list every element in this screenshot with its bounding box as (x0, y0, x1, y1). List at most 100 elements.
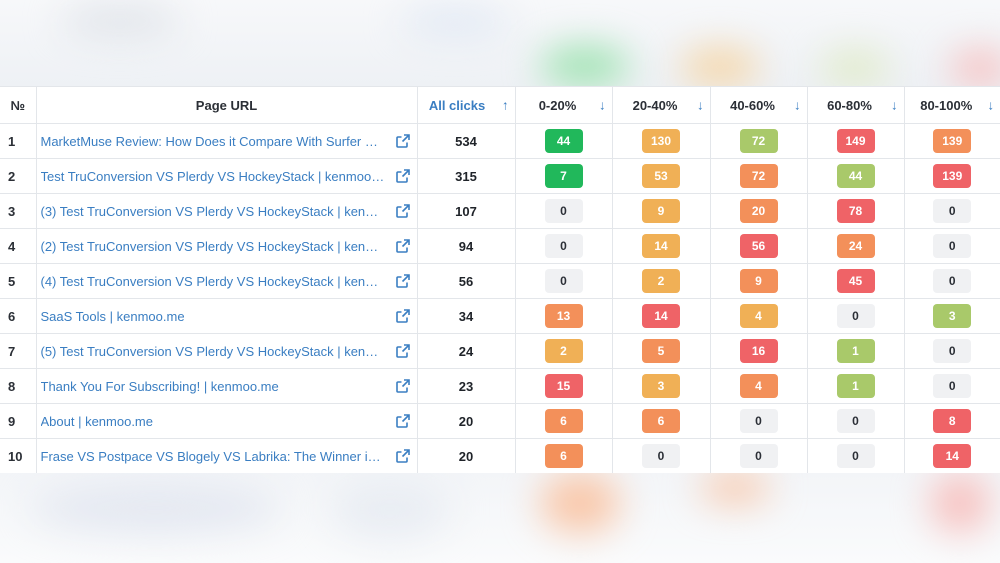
external-link-icon[interactable] (395, 378, 411, 394)
all-clicks-value: 20 (416, 438, 516, 474)
bucket-cell: 72 (709, 158, 808, 194)
column-header-bucket[interactable]: 80-100% ↓ (903, 87, 1000, 124)
arrow-down-icon[interactable]: ↓ (697, 97, 704, 113)
bucket-cell: 4 (709, 298, 808, 334)
click-count-badge: 24 (836, 234, 875, 258)
bucket-cell: 0 (514, 193, 613, 229)
blurred-shape (930, 473, 990, 533)
all-clicks-value: 56 (416, 263, 516, 299)
click-count-badge: 7 (544, 164, 583, 188)
column-header-bucket-label[interactable]: 40-60% (730, 97, 775, 113)
click-count-badge: 13 (544, 304, 583, 328)
column-header-page-url-label: Page URL (195, 97, 258, 113)
bucket-cell: 130 (611, 123, 711, 159)
external-link-icon[interactable] (395, 308, 411, 324)
bucket-cell: 14 (903, 438, 1000, 474)
bucket-cell: 9 (709, 263, 808, 299)
arrow-down-icon[interactable]: ↓ (891, 97, 898, 113)
page-url-link[interactable]: (2) Test TruConversion VS Plerdy VS Hock… (40, 238, 387, 254)
column-header-all-clicks-label[interactable]: All clicks (428, 97, 486, 113)
bucket-cell: 24 (806, 228, 905, 264)
external-link-icon[interactable] (395, 168, 411, 184)
bucket-cell: 14 (611, 298, 711, 334)
table-header-row: № Page URL All clicks ↑ 0-20% ↓ 20-40% ↓ 40… (0, 87, 1000, 124)
click-count-badge: 78 (836, 199, 875, 223)
column-header-bucket[interactable]: 60-80% ↓ (806, 87, 905, 124)
all-clicks-value: 20 (416, 403, 516, 439)
bucket-cell: 149 (806, 123, 905, 159)
row-number: 5 (0, 263, 37, 299)
page-url-link[interactable]: Thank You For Subscribing! | kenmoo.me (40, 378, 279, 394)
click-count-badge: 14 (642, 304, 680, 328)
blurred-shape (680, 48, 760, 86)
bucket-cell: 53 (611, 158, 711, 194)
page-url-link[interactable]: (5) Test TruConversion VS Plerdy VS Hock… (40, 343, 387, 359)
table-row: 6 SaaS Tools | kenmoo.me 34 13 14 4 0 3 (0, 298, 1000, 334)
table-row: 7 (5) Test TruConversion VS Plerdy VS Hoc… (0, 333, 1000, 369)
arrow-up-icon[interactable]: ↑ (502, 97, 509, 113)
bucket-cell: 0 (903, 333, 1000, 369)
external-link-icon[interactable] (395, 133, 411, 149)
page-url-cell: SaaS Tools | kenmoo.me (35, 298, 418, 334)
column-header-bucket-label[interactable]: 20-40% (632, 97, 678, 113)
page-url-cell: Test TruConversion VS Plerdy VS HockeySt… (35, 158, 418, 194)
external-link-icon[interactable] (395, 343, 411, 359)
bucket-cell: 2 (611, 263, 711, 299)
click-count-badge: 1 (836, 339, 875, 363)
row-number: 9 (0, 403, 37, 439)
table-row: 4 (2) Test TruConversion VS Plerdy VS Hoc… (0, 228, 1000, 264)
table-row: 8 Thank You For Subscribing! | kenmoo.me 2… (0, 368, 1000, 404)
arrow-down-icon[interactable]: ↓ (599, 97, 606, 113)
click-count-badge: 6 (642, 409, 680, 433)
bucket-cell: 0 (806, 403, 905, 439)
row-number: 4 (0, 228, 37, 264)
column-header-bucket[interactable]: 0-20% ↓ (514, 87, 613, 124)
bucket-cell: 6 (514, 403, 613, 439)
external-link-icon[interactable] (395, 413, 411, 429)
bucket-cell: 6 (514, 438, 613, 474)
external-link-icon[interactable] (395, 238, 411, 254)
click-count-badge: 149 (836, 129, 875, 153)
page-url-link[interactable]: MarketMuse Review: How Does it Compare W… (40, 133, 387, 149)
column-header-bucket[interactable]: 40-60% ↓ (709, 87, 808, 124)
click-count-badge: 45 (836, 269, 875, 293)
bucket-cell: 0 (514, 263, 613, 299)
page-url-link[interactable]: (3) Test TruConversion VS Plerdy VS Hock… (40, 203, 387, 219)
click-count-badge: 0 (836, 409, 875, 433)
click-count-badge: 6 (544, 444, 583, 468)
column-header-bucket-label[interactable]: 80-100% (920, 97, 973, 113)
column-header-bucket-label[interactable]: 60-80% (827, 97, 872, 113)
arrow-down-icon[interactable]: ↓ (987, 97, 995, 113)
page-url-cell: (4) Test TruConversion VS Plerdy VS Hock… (35, 263, 418, 299)
click-count-badge: 0 (544, 269, 583, 293)
external-link-icon[interactable] (395, 203, 411, 219)
bucket-cell: 7 (514, 158, 613, 194)
page-url-link[interactable]: Frase VS Postpace VS Blogely VS Labrika:… (40, 448, 387, 464)
bucket-cell: 44 (806, 158, 905, 194)
table-row: 1 MarketMuse Review: How Does it Compare … (0, 123, 1000, 159)
table-row: 5 (4) Test TruConversion VS Plerdy VS Hoc… (0, 263, 1000, 299)
click-count-badge: 0 (544, 199, 583, 223)
column-header-all-clicks[interactable]: All clicks ↑ (416, 87, 516, 124)
click-count-badge: 20 (739, 199, 778, 223)
page-url-link[interactable]: Test TruConversion VS Plerdy VS HockeySt… (40, 168, 387, 184)
bucket-cell: 8 (903, 403, 1000, 439)
page-url-cell: (3) Test TruConversion VS Plerdy VS Hock… (35, 193, 418, 229)
click-count-badge: 0 (933, 269, 972, 293)
click-count-badge: 16 (739, 339, 778, 363)
external-link-icon[interactable] (395, 273, 411, 289)
click-count-badge: 130 (642, 129, 680, 153)
all-clicks-value: 34 (416, 298, 516, 334)
arrow-down-icon[interactable]: ↓ (794, 97, 801, 113)
page-url-link[interactable]: SaaS Tools | kenmoo.me (40, 308, 185, 324)
bucket-cell: 14 (611, 228, 711, 264)
bucket-cell: 78 (806, 193, 905, 229)
click-count-badge: 0 (739, 409, 778, 433)
bucket-cell: 45 (806, 263, 905, 299)
page-url-link[interactable]: (4) Test TruConversion VS Plerdy VS Hock… (40, 273, 387, 289)
column-header-bucket-label[interactable]: 0-20% (538, 97, 577, 113)
column-header-bucket[interactable]: 20-40% ↓ (611, 87, 711, 124)
click-count-badge: 139 (933, 164, 972, 188)
page-url-link[interactable]: About | kenmoo.me (40, 413, 154, 429)
external-link-icon[interactable] (395, 448, 411, 464)
